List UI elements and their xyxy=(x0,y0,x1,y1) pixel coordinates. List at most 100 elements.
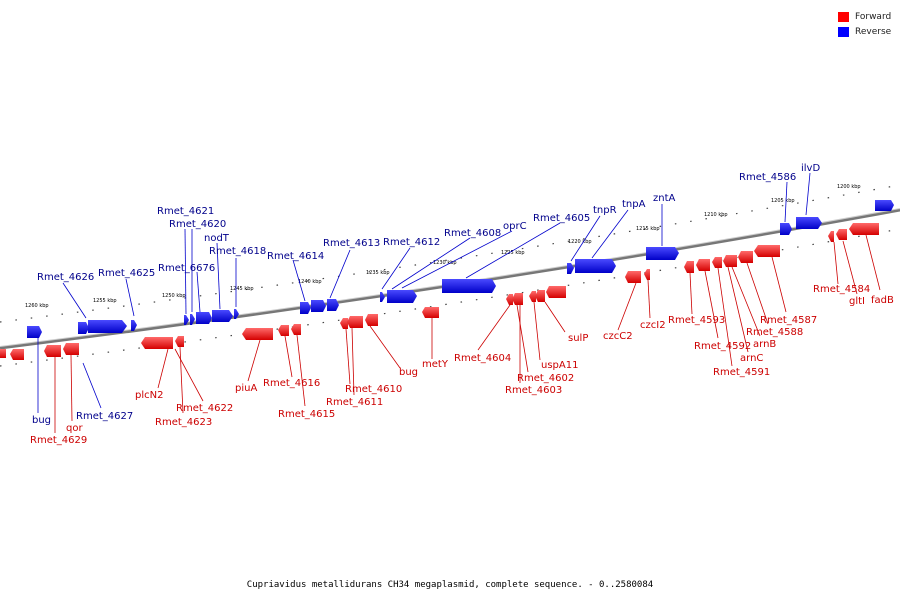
gene-reverse xyxy=(27,326,42,338)
gene-reverse xyxy=(875,200,894,211)
gene-reverse xyxy=(196,312,212,324)
gene-forward xyxy=(836,229,847,240)
gene-reverse xyxy=(311,300,326,312)
kbp-tick: 1215 kbp xyxy=(636,226,660,232)
gene-label: Rmet_4615 xyxy=(278,409,335,420)
gene-forward xyxy=(63,343,79,355)
gene-label: czcC2 xyxy=(603,331,633,342)
gene-reverse xyxy=(300,302,311,314)
gene-reverse xyxy=(131,320,137,331)
gene-forward xyxy=(738,251,753,263)
gene-forward xyxy=(44,345,61,357)
legend-reverse: Reverse xyxy=(838,24,891,39)
gene-forward xyxy=(512,293,523,305)
gene-reverse xyxy=(575,259,616,273)
gene-label: sulP xyxy=(568,333,588,344)
gene-reverse xyxy=(646,247,679,260)
gene-label: arnC xyxy=(740,353,763,364)
gene-label: Rmet_4625 xyxy=(98,268,155,279)
sequence-caption: Cupriavidus metallidurans CH34 megaplasm… xyxy=(246,580,654,590)
reverse-leaders xyxy=(37,172,811,413)
gene-label: Rmet_4592 xyxy=(694,341,751,352)
gene-reverse xyxy=(780,223,792,235)
gene-forward xyxy=(291,324,301,335)
gene-forward xyxy=(546,286,566,298)
gene-label: Rmet_4629 xyxy=(30,435,87,446)
gene-reverse xyxy=(88,320,127,333)
gene-forward xyxy=(278,325,289,336)
gene-forward xyxy=(849,223,879,235)
forward-swatch xyxy=(838,11,849,22)
gene-label: Rmet_4621 xyxy=(157,206,214,217)
gene-label: Rmet_4620 xyxy=(169,219,226,230)
gene-label: Rmet_4604 xyxy=(454,353,511,364)
gene-label: Rmet_4593 xyxy=(668,315,725,326)
reverse-swatch xyxy=(838,26,849,37)
gene-label: Rmet_4612 xyxy=(383,237,440,248)
reverse-genes xyxy=(27,200,894,338)
kbp-tick: 1225 kbp xyxy=(501,250,525,256)
gene-label: czcI2 xyxy=(640,320,666,331)
gene-forward xyxy=(625,271,641,283)
reverse-labels: bug Rmet_4627 Rmet_4626 Rmet_4625 Rmet_6… xyxy=(32,163,820,426)
gene-label: tnpA xyxy=(622,199,646,210)
gene-reverse xyxy=(380,292,385,302)
gene-label: gltI xyxy=(849,296,865,307)
gene-forward xyxy=(242,328,273,340)
gene-forward xyxy=(828,231,834,242)
kbp-tick: 1220 kbp xyxy=(568,239,592,245)
kbp-tick: 1200 kbp xyxy=(837,184,861,190)
gene-label: Rmet_4605 xyxy=(533,213,590,224)
gene-forward xyxy=(644,269,650,280)
gene-label: qor xyxy=(66,423,83,434)
gene-label: Rmet_4603 xyxy=(505,385,562,396)
gene-label: Rmet_4618 xyxy=(209,246,266,257)
gene-reverse xyxy=(234,309,239,319)
kbp-tick: 1255 kbp xyxy=(93,298,117,304)
legend: Forward Reverse xyxy=(838,9,891,39)
gene-reverse xyxy=(387,290,417,303)
gene-reverse xyxy=(567,263,574,274)
gene-reverse xyxy=(78,322,89,334)
gene-label: uspA11 xyxy=(541,360,578,371)
gene-forward xyxy=(347,316,363,328)
gene-label: Rmet_4608 xyxy=(444,228,501,239)
gene-forward xyxy=(10,349,24,360)
gene-label: Rmet_4586 xyxy=(739,172,796,183)
gene-forward xyxy=(684,261,694,273)
gene-label: Rmet_4611 xyxy=(326,397,383,408)
kbp-tick: 1245 kbp xyxy=(230,286,254,292)
gene-forward xyxy=(141,337,173,349)
gene-label: Rmet_6676 xyxy=(158,263,215,274)
gene-forward xyxy=(754,245,780,257)
gene-forward xyxy=(0,349,6,358)
gene-forward xyxy=(712,257,722,268)
gene-label: plcN2 xyxy=(135,390,163,401)
kbp-tick: 1250 kbp xyxy=(162,293,186,299)
gene-forward xyxy=(535,290,545,302)
gene-label: Rmet_4610 xyxy=(345,384,402,395)
gene-label: Rmet_4584 xyxy=(813,284,870,295)
gene-label: Rmet_4622 xyxy=(176,403,233,414)
gene-forward xyxy=(175,336,184,347)
gene-label: nodT xyxy=(204,233,230,244)
kbp-tick: 1210 kbp xyxy=(704,212,728,218)
kbp-tick: 1230 kbp xyxy=(433,260,457,266)
legend-reverse-label: Reverse xyxy=(855,26,892,37)
gene-forward xyxy=(696,259,710,271)
gene-label: piuA xyxy=(235,383,257,394)
gene-reverse xyxy=(184,315,189,325)
gene-label: zntA xyxy=(653,193,676,204)
gene-label: oprC xyxy=(503,221,527,232)
gene-reverse xyxy=(212,310,233,322)
forward-leaders xyxy=(54,234,881,433)
gene-label: bug xyxy=(399,367,418,378)
gene-label: tnpR xyxy=(593,205,617,216)
gene-label: Rmet_4627 xyxy=(76,411,133,422)
gene-label: fadB xyxy=(871,295,894,306)
legend-forward-label: Forward xyxy=(855,11,892,22)
gene-label: Rmet_4591 xyxy=(713,367,770,378)
gene-forward xyxy=(340,318,348,329)
gene-label: Rmet_4616 xyxy=(263,378,320,389)
